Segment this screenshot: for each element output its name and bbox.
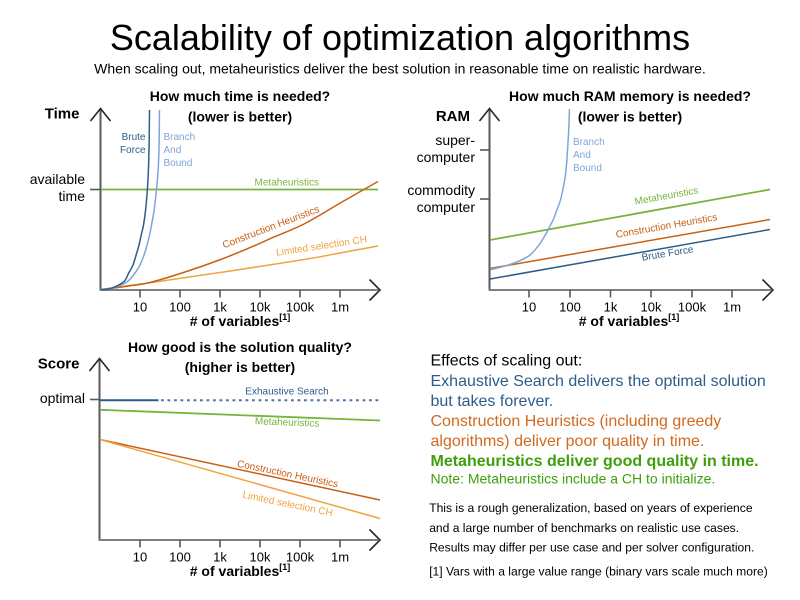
- svg-text:Score: Score: [38, 356, 80, 373]
- svg-text:and a large number of benchmar: and a large number of benchmarks on real…: [429, 521, 739, 535]
- svg-text:(lower is better): (lower is better): [188, 109, 292, 125]
- svg-text:time: time: [59, 188, 86, 204]
- svg-text:1k: 1k: [604, 300, 618, 315]
- svg-text:10: 10: [133, 300, 147, 315]
- svg-text:# of variables[1]: # of variables[1]: [190, 562, 291, 579]
- svg-text:How good is the solution quali: How good is the solution quality?: [128, 339, 352, 355]
- svg-text:Brute: Brute: [122, 132, 146, 143]
- svg-text:super-: super-: [435, 132, 475, 148]
- svg-text:Branch: Branch: [164, 132, 196, 143]
- svg-text:Time: Time: [45, 106, 80, 123]
- svg-text:How much RAM memory is needed?: How much RAM memory is needed?: [509, 88, 751, 104]
- svg-text:Bound: Bound: [164, 158, 193, 169]
- svg-text:# of variables[1]: # of variables[1]: [190, 312, 291, 329]
- svg-text:Scalability of optimization al: Scalability of optimization algorithms: [110, 17, 690, 58]
- svg-text:When scaling out, metaheuristi: When scaling out, metaheuristics deliver…: [94, 61, 706, 77]
- svg-text:but takes forever.: but takes forever.: [431, 393, 554, 410]
- svg-text:1m: 1m: [331, 300, 349, 315]
- svg-text:Effects of scaling out:: Effects of scaling out:: [431, 352, 583, 369]
- svg-text:Branch: Branch: [573, 137, 605, 148]
- svg-text:Construction Heuristics (inclu: Construction Heuristics (including greed…: [431, 413, 722, 430]
- svg-text:(lower is better): (lower is better): [578, 109, 682, 125]
- svg-text:1k: 1k: [213, 550, 227, 565]
- svg-text:Bound: Bound: [573, 163, 602, 174]
- svg-text:Metaheuristics: Metaheuristics: [255, 178, 319, 189]
- svg-text:1m: 1m: [723, 300, 741, 315]
- svg-text:100k: 100k: [286, 300, 315, 315]
- svg-text:This is a rough generalization: This is a rough generalization, based on…: [429, 501, 753, 515]
- svg-text:How much time is needed?: How much time is needed?: [150, 88, 330, 104]
- svg-text:commodity: commodity: [407, 182, 475, 198]
- svg-text:Exhaustive Search: Exhaustive Search: [245, 387, 328, 398]
- svg-text:Exhaustive Search delivers the: Exhaustive Search delivers the optimal s…: [431, 373, 766, 390]
- svg-text:Note: Metaheuristics include a: Note: Metaheuristics include a CH to ini…: [431, 471, 716, 487]
- svg-text:optimal: optimal: [40, 390, 85, 406]
- svg-text:10k: 10k: [250, 550, 271, 565]
- svg-text:RAM: RAM: [436, 108, 470, 125]
- svg-text:Force: Force: [120, 145, 146, 156]
- svg-text:computer: computer: [417, 149, 476, 165]
- svg-text:available: available: [30, 171, 85, 187]
- svg-text:[1] Vars with a large value ra: [1] Vars with a large value range (binar…: [429, 565, 768, 579]
- svg-text:10: 10: [133, 550, 147, 565]
- svg-text:# of variables[1]: # of variables[1]: [579, 312, 680, 329]
- svg-text:100: 100: [169, 300, 191, 315]
- svg-text:100k: 100k: [286, 550, 315, 565]
- svg-text:computer: computer: [417, 199, 476, 215]
- svg-text:10k: 10k: [250, 300, 271, 315]
- svg-text:(higher is better): (higher is better): [185, 359, 295, 375]
- svg-text:100: 100: [559, 300, 581, 315]
- svg-text:10: 10: [522, 300, 536, 315]
- svg-text:And: And: [164, 145, 182, 156]
- svg-text:algorithms) deliver poor quali: algorithms) deliver poor quality in time…: [431, 433, 705, 450]
- svg-text:Results may differ per use cas: Results may differ per use case and per …: [429, 541, 754, 555]
- svg-text:100: 100: [169, 550, 191, 565]
- svg-text:1k: 1k: [213, 300, 227, 315]
- svg-text:And: And: [573, 150, 591, 161]
- svg-text:Metaheuristics deliver good qu: Metaheuristics deliver good quality in t…: [431, 453, 759, 470]
- svg-text:100k: 100k: [678, 300, 707, 315]
- svg-text:Metaheuristics: Metaheuristics: [255, 416, 320, 429]
- svg-text:1m: 1m: [331, 550, 349, 565]
- svg-text:10k: 10k: [641, 300, 662, 315]
